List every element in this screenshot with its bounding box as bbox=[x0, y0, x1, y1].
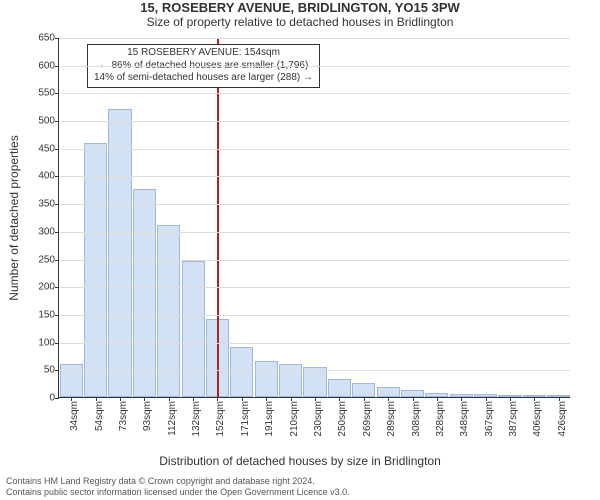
x-tick-label: 73sqm bbox=[118, 401, 129, 431]
x-tick-label: 112sqm bbox=[167, 401, 178, 436]
footer: Contains HM Land Registry data © Crown c… bbox=[6, 476, 594, 499]
y-tick-label: 400 bbox=[38, 171, 59, 182]
bar bbox=[230, 347, 253, 397]
grid-line bbox=[59, 370, 570, 371]
x-axis-title: Distribution of detached houses by size … bbox=[0, 454, 600, 468]
bar bbox=[84, 143, 107, 397]
x-tick-label: 191sqm bbox=[264, 401, 275, 437]
x-tick-label: 54sqm bbox=[94, 401, 105, 431]
grid-line bbox=[59, 204, 570, 205]
y-tick-label: 150 bbox=[38, 309, 59, 320]
bar bbox=[255, 361, 278, 397]
page-subtitle: Size of property relative to detached ho… bbox=[0, 15, 600, 29]
y-tick-label: 100 bbox=[38, 337, 59, 348]
callout-line-3: 14% of semi-detached houses are larger (… bbox=[94, 72, 313, 85]
x-tick-label: 348sqm bbox=[459, 401, 470, 437]
page-title: 15, ROSEBERY AVENUE, BRIDLINGTON, YO15 3… bbox=[0, 0, 600, 15]
grid-line bbox=[59, 66, 570, 67]
bar bbox=[328, 379, 351, 397]
grid-line bbox=[59, 343, 570, 344]
bar bbox=[182, 261, 205, 397]
x-tick-label: 250sqm bbox=[337, 401, 348, 437]
x-tick-label: 289sqm bbox=[386, 401, 397, 437]
grid-line bbox=[59, 260, 570, 261]
chart-area: 15 ROSEBERY AVENUE: 154sqm ← 86% of deta… bbox=[58, 38, 570, 398]
x-tick-label: 34sqm bbox=[69, 401, 80, 431]
footer-line-2: Contains public sector information licen… bbox=[6, 487, 594, 498]
grid-line bbox=[59, 232, 570, 233]
y-tick-label: 350 bbox=[38, 199, 59, 210]
y-tick-label: 300 bbox=[38, 226, 59, 237]
grid-line bbox=[59, 315, 570, 316]
x-tick-label: 406sqm bbox=[532, 401, 543, 437]
grid-line bbox=[59, 121, 570, 122]
y-tick-label: 200 bbox=[38, 282, 59, 293]
bar bbox=[108, 109, 131, 397]
y-tick-label: 0 bbox=[49, 393, 59, 404]
grid-line bbox=[59, 93, 570, 94]
bar bbox=[60, 364, 83, 397]
grid-line bbox=[59, 149, 570, 150]
footer-line-1: Contains HM Land Registry data © Crown c… bbox=[6, 476, 594, 487]
x-tick-label: 210sqm bbox=[289, 401, 300, 437]
x-tick-label: 152sqm bbox=[215, 401, 226, 437]
y-axis-title: Number of detached properties bbox=[7, 135, 21, 300]
bar bbox=[279, 364, 302, 397]
x-tick-label: 269sqm bbox=[362, 401, 373, 437]
x-tick-label: 171sqm bbox=[240, 401, 251, 437]
x-tick-label: 93sqm bbox=[142, 401, 153, 431]
grid-line bbox=[59, 38, 570, 39]
plot: 15 ROSEBERY AVENUE: 154sqm ← 86% of deta… bbox=[58, 38, 570, 398]
callout-line-1: 15 ROSEBERY AVENUE: 154sqm bbox=[94, 47, 313, 60]
y-tick-label: 500 bbox=[38, 116, 59, 127]
y-tick-label: 600 bbox=[38, 60, 59, 71]
y-tick-label: 50 bbox=[44, 365, 59, 376]
y-tick-label: 550 bbox=[38, 88, 59, 99]
x-tick-label: 367sqm bbox=[484, 401, 495, 437]
bar bbox=[377, 387, 400, 397]
x-tick-label: 328sqm bbox=[435, 401, 446, 437]
y-tick-label: 650 bbox=[38, 33, 59, 44]
x-tick-label: 230sqm bbox=[313, 401, 324, 437]
x-tick-label: 387sqm bbox=[508, 401, 519, 437]
x-tick-label: 426sqm bbox=[557, 401, 568, 437]
bar bbox=[352, 383, 375, 397]
x-tick-label: 132sqm bbox=[191, 401, 202, 437]
y-tick-label: 450 bbox=[38, 143, 59, 154]
grid-line bbox=[59, 287, 570, 288]
bar bbox=[133, 189, 156, 397]
bar bbox=[401, 390, 424, 397]
grid-line bbox=[59, 176, 570, 177]
y-tick-label: 250 bbox=[38, 254, 59, 265]
x-tick-label: 308sqm bbox=[411, 401, 422, 437]
